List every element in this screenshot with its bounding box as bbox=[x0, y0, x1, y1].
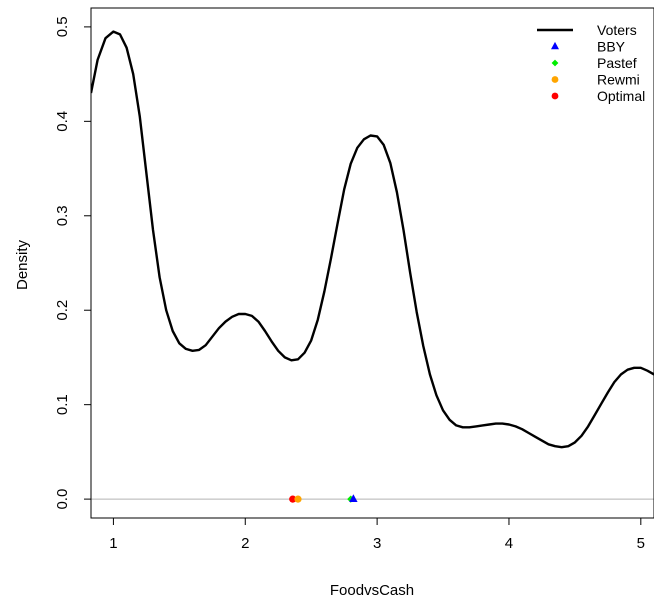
y-tick-label: 0.4 bbox=[54, 111, 71, 132]
marker-rewmi bbox=[294, 495, 302, 503]
legend-label: Optimal bbox=[597, 88, 645, 104]
legend-label: BBY bbox=[597, 39, 626, 55]
x-tick-label: 3 bbox=[373, 535, 381, 552]
axes-layer: 1 2 3 4 5 0.0 0.1 0.2 0.3 0.4 0.5 bbox=[54, 7, 654, 552]
legend-item-voters: Voters bbox=[537, 22, 637, 38]
plot-area bbox=[91, 30, 654, 503]
x-tick-label: 5 bbox=[637, 535, 645, 552]
x-axis-label: FoodvsCash bbox=[330, 582, 414, 599]
y-tick-label: 0.5 bbox=[54, 16, 71, 37]
y-tick-label: 0.0 bbox=[54, 489, 71, 510]
legend-label: Pastef bbox=[597, 55, 637, 71]
legend-item-bby: BBY bbox=[551, 39, 626, 55]
y-tick-label: 0.2 bbox=[54, 300, 71, 321]
plot-border bbox=[90, 7, 654, 519]
marker-bby bbox=[349, 494, 358, 503]
marker-optimal bbox=[289, 495, 297, 503]
y-tick-label: 0.1 bbox=[54, 394, 71, 415]
y-tick-label: 0.3 bbox=[54, 205, 71, 226]
y-axis-label: Density bbox=[14, 239, 31, 290]
legend-triangle-swatch bbox=[551, 41, 559, 50]
legend-label: Rewmi bbox=[597, 72, 640, 88]
legend-circle-swatch bbox=[551, 76, 559, 83]
legend-item-optimal: Optimal bbox=[551, 88, 645, 104]
legend-item-rewmi: Rewmi bbox=[551, 72, 640, 88]
x-tick-label: 2 bbox=[241, 535, 249, 552]
marker-pastef bbox=[347, 495, 355, 503]
x-tick-label: 4 bbox=[505, 535, 513, 552]
x-tick-label: 1 bbox=[109, 535, 117, 552]
legend-label: Voters bbox=[597, 22, 637, 38]
plot-layer bbox=[91, 30, 654, 503]
legend-circle-swatch bbox=[551, 92, 559, 100]
legend-diamond-swatch bbox=[551, 59, 559, 67]
voters-density-line bbox=[91, 30, 654, 449]
legend-item-pastef: Pastef bbox=[551, 55, 637, 71]
